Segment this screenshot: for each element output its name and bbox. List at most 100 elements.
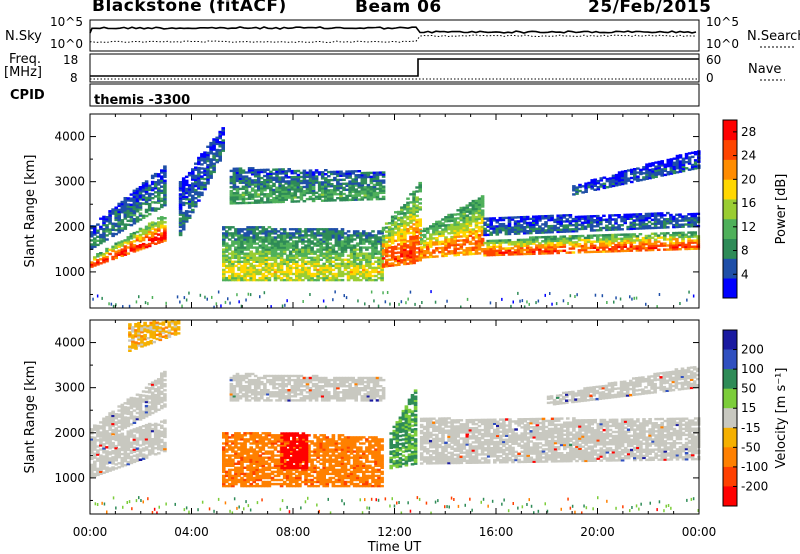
- data-cell: [135, 300, 138, 304]
- data-cell: [400, 253, 404, 256]
- data-cell: [419, 246, 424, 249]
- data-cell: [574, 230, 579, 233]
- data-cell: [444, 216, 448, 219]
- data-cell: [644, 247, 649, 250]
- data-cell: [602, 236, 606, 239]
- data-cell: [237, 236, 241, 239]
- data-cell: [295, 242, 299, 245]
- data-cell: [249, 264, 253, 268]
- data-cell: [160, 240, 164, 243]
- data-cell: [102, 455, 106, 458]
- data-cell: [153, 232, 158, 235]
- data-cell: [126, 211, 131, 214]
- data-cell: [565, 224, 570, 227]
- data-cell: [599, 183, 604, 186]
- data-cell: [465, 226, 470, 230]
- data-cell: [282, 230, 287, 233]
- data-cell: [238, 169, 243, 172]
- data-cell: [337, 246, 342, 249]
- data-cell: [617, 228, 621, 231]
- data-cell: [390, 239, 395, 243]
- data-cell: [384, 300, 387, 304]
- data-cell: [351, 198, 355, 201]
- data-cell: [309, 293, 311, 296]
- data-cell: [672, 238, 676, 241]
- data-cell: [313, 238, 317, 241]
- data-cell: [418, 218, 422, 221]
- data-cell: [348, 182, 352, 185]
- data-cell: [282, 238, 287, 241]
- data-cell: [632, 227, 637, 230]
- data-cell: [299, 194, 304, 197]
- data-cell: [292, 236, 296, 239]
- data-cell: [117, 425, 121, 428]
- data-cell: [605, 224, 609, 227]
- data-cell: [244, 181, 249, 184]
- data-cell: [237, 246, 241, 249]
- data-cell: [355, 252, 360, 255]
- data-cell: [596, 229, 600, 232]
- data-cell: [197, 191, 201, 194]
- data-cell: [135, 210, 140, 213]
- data-cell: [288, 236, 293, 239]
- data-cell: [409, 258, 413, 261]
- data-cell: [692, 294, 695, 298]
- data-cell: [117, 437, 121, 441]
- data-cell: [602, 218, 606, 222]
- data-cell: [299, 179, 304, 183]
- data-cell: [644, 236, 649, 240]
- data-cell: [279, 268, 284, 272]
- data-cell: [273, 258, 278, 261]
- data-cell: [316, 250, 320, 253]
- data-cell: [626, 239, 630, 242]
- data-cell: [229, 301, 231, 305]
- data-cell: [663, 169, 668, 172]
- data-cell: [325, 260, 330, 263]
- data-cell: [690, 155, 695, 159]
- data-cell: [365, 278, 369, 282]
- data-cell: [111, 462, 115, 465]
- data-cell: [237, 244, 241, 247]
- data-cell: [243, 240, 247, 243]
- data-cell: [693, 225, 697, 228]
- data-cell: [249, 244, 253, 247]
- data-cell: [191, 184, 195, 187]
- data-cell: [550, 235, 554, 239]
- data-cell: [307, 272, 311, 276]
- data-cell: [456, 251, 460, 255]
- data-cell: [299, 181, 304, 185]
- data-cell: [602, 184, 607, 188]
- data-cell: [403, 248, 407, 251]
- data-cell: [377, 260, 381, 263]
- data-cell: [409, 247, 413, 251]
- data-cell: [620, 224, 624, 227]
- data-cell: [266, 199, 270, 202]
- data-cell: [422, 256, 427, 259]
- data-cell: [592, 234, 597, 237]
- data-cell: [362, 266, 366, 270]
- data-cell: [466, 297, 469, 301]
- data-cell: [322, 254, 326, 257]
- data-cell: [556, 220, 560, 223]
- data-cell: [492, 249, 496, 253]
- data-cell: [348, 180, 352, 183]
- data-cell: [432, 251, 436, 254]
- data-cell: [336, 174, 340, 178]
- data-cell: [501, 216, 506, 220]
- data-cell: [468, 218, 473, 221]
- data-cell: [663, 234, 667, 237]
- data-cell: [513, 253, 518, 256]
- data-cell: [273, 232, 278, 235]
- data-cell: [375, 193, 380, 197]
- data-cell: [675, 213, 679, 216]
- data-cell: [599, 234, 603, 237]
- data-cell: [225, 244, 229, 247]
- data-cell: [247, 292, 250, 296]
- scatter-band: [90, 165, 167, 250]
- data-cell: [114, 436, 118, 440]
- data-cell: [184, 216, 189, 219]
- data-cell: [331, 274, 336, 278]
- data-cell: [102, 238, 106, 241]
- data-cell: [462, 231, 467, 234]
- data-cell: [275, 194, 279, 198]
